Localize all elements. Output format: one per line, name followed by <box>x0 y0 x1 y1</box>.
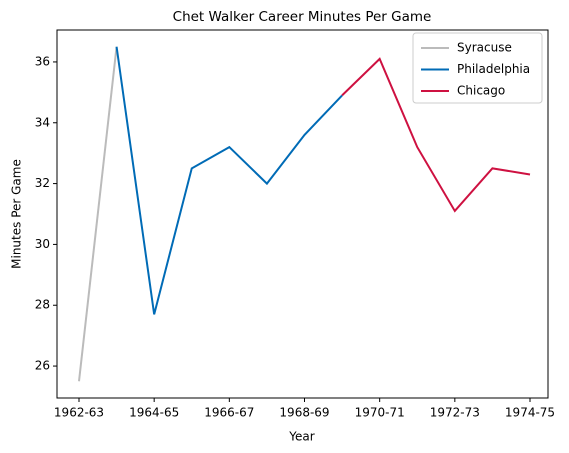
x-tick-label: 1974-75 <box>505 406 555 420</box>
axes-frame <box>56 29 549 399</box>
line-series <box>341 57 531 213</box>
x-tick-label: 1964-65 <box>129 406 179 420</box>
legend-box <box>412 32 543 104</box>
x-tick-label: 1962-63 <box>54 406 104 420</box>
x-tick-label: 1970-71 <box>355 406 405 420</box>
line-series <box>115 46 343 315</box>
y-tick-label: 26 <box>35 359 50 373</box>
y-tick-label: 36 <box>35 54 50 68</box>
y-tick-label: 30 <box>35 237 50 251</box>
x-axis-label: Year <box>288 430 314 444</box>
legend-label: Philadelphia <box>457 62 530 76</box>
x-tick-label: 1972-73 <box>430 406 480 420</box>
legend-label: Chicago <box>457 84 505 98</box>
line-series <box>78 46 118 382</box>
y-tick-label: 34 <box>35 115 50 129</box>
x-tick-label: 1966-67 <box>204 406 254 420</box>
y-tick-label: 32 <box>35 176 50 190</box>
y-tick-label: 28 <box>35 298 50 312</box>
x-tick-label: 1968-69 <box>279 406 329 420</box>
legend-label: Syracuse <box>457 41 512 55</box>
chart-title: Chet Walker Career Minutes Per Game <box>173 9 432 25</box>
y-axis-label: Minutes Per Game <box>10 159 24 269</box>
